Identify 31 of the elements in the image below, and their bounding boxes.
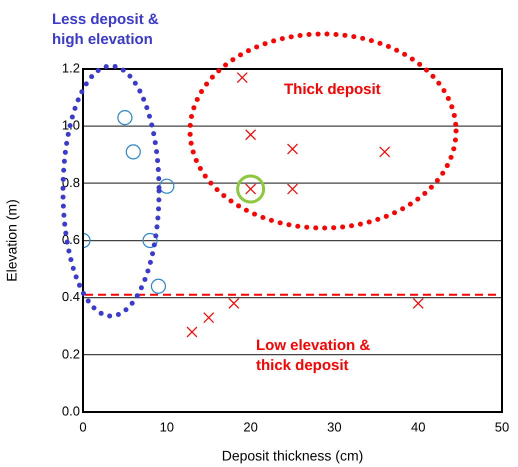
- point: [142, 232, 158, 248]
- point: [203, 312, 214, 324]
- point: [286, 143, 298, 155]
- x-tick-label: 20: [243, 419, 258, 434]
- point: [245, 129, 256, 140]
- annotation: Thick deposit: [284, 80, 381, 100]
- point: [236, 174, 266, 204]
- point: [412, 298, 424, 309]
- x-tick-label: 30: [327, 419, 342, 434]
- x-axis-title: Deposit thickness (cm): [222, 447, 364, 464]
- annotation: Low elevation & thick deposit: [256, 336, 372, 376]
- x-tick-label: 0: [79, 419, 87, 434]
- x-tick-label: 40: [410, 419, 426, 434]
- y-tick-label: 1.0: [62, 118, 80, 133]
- x-tick-label: 10: [160, 419, 174, 434]
- y-tick-label: 1.2: [62, 60, 80, 76]
- y-axis-title: Elevation (m): [3, 199, 20, 282]
- point: [379, 146, 390, 158]
- y-tick-label: 0.4: [62, 289, 80, 304]
- x-tick-label: 50: [494, 419, 510, 434]
- point: [126, 144, 141, 160]
- point: [159, 178, 174, 194]
- point: [236, 72, 248, 84]
- y-tick-label: 0.2: [62, 346, 80, 362]
- point: [286, 184, 298, 195]
- point: [228, 298, 240, 309]
- point: [117, 110, 132, 126]
- point: [186, 326, 198, 338]
- text: Less deposit & high elevation: [52, 10, 160, 50]
- point: [150, 278, 166, 294]
- y-tick-label: 0.0: [62, 404, 80, 419]
